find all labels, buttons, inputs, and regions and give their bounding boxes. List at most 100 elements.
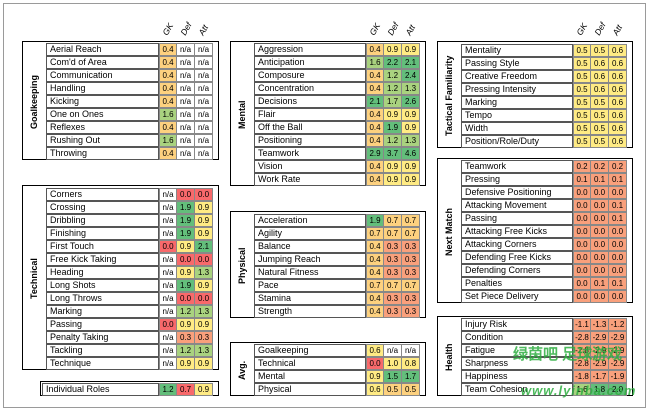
- stat-value-def: 0.3: [177, 331, 195, 344]
- stat-row: Penalties 0.0 0.1 0.1: [461, 277, 632, 290]
- stat-value-def: 0.9: [177, 266, 195, 279]
- stat-value-att: 0.1: [609, 277, 627, 290]
- stat-value-gk: n/a: [159, 292, 177, 305]
- stat-label: Anticipation: [254, 56, 366, 69]
- stat-row: Balance 0.4 0.3 0.3: [254, 240, 425, 253]
- stat-label: Penalty Taking: [46, 331, 159, 344]
- stat-row: Aggression 0.4 0.9 0.9: [254, 43, 425, 56]
- stat-value-att: 2.1: [195, 240, 213, 253]
- stat-value-def: 0.6: [591, 57, 609, 70]
- stat-value-gk: 0.5: [573, 57, 591, 70]
- stat-value-def: 0.3: [384, 292, 402, 305]
- stat-row: Goalkeeping 0.6 n/a n/a: [254, 344, 425, 357]
- stat-value-att: n/a: [195, 108, 213, 121]
- stat-value-gk: n/a: [159, 253, 177, 266]
- stat-value-def: 0.5: [591, 109, 609, 122]
- stat-value-gk: 1.2: [159, 383, 177, 396]
- stat-row: Width 0.5 0.5 0.6: [461, 122, 632, 135]
- physical-section-label: Physical: [237, 247, 247, 284]
- stat-label: Finishing: [46, 227, 159, 240]
- stat-value-def: 0.0: [591, 264, 609, 277]
- stat-value-att: 0.3: [402, 266, 420, 279]
- stat-value-att: 2.4: [402, 69, 420, 82]
- stat-row: Kicking 0.4 n/a n/a: [46, 95, 218, 108]
- stat-label: Reflexes: [46, 121, 159, 134]
- stat-value-def: 0.0: [591, 251, 609, 264]
- individual-roles-panel: Individual Roles 1.2 0.7 0.9: [40, 381, 219, 396]
- stat-value-def: 0.9: [177, 318, 195, 331]
- stat-value-att: 0.6: [609, 109, 627, 122]
- stat-value-gk: 0.5: [573, 122, 591, 135]
- stat-value-def: 0.9: [384, 43, 402, 56]
- stat-value-def: 0.0: [177, 188, 195, 201]
- stat-label: Tackling: [46, 344, 159, 357]
- stat-label: Passing Style: [461, 57, 573, 70]
- stat-value-gk: 0.0: [159, 318, 177, 331]
- stat-value-gk: 0.0: [573, 277, 591, 290]
- stat-value-def: 1.2: [177, 305, 195, 318]
- stat-value-def: -2.9: [591, 344, 609, 357]
- stat-row: Pressing Intensity 0.5 0.6 0.6: [461, 83, 632, 96]
- stat-row: Happiness -1.8 -1.7 -1.9: [461, 370, 632, 383]
- stat-value-def: n/a: [177, 56, 195, 69]
- tactical-familiarity-panel: Tactical Familiarity Mentality 0.5 0.5 0.6 Pa…: [437, 41, 633, 148]
- stat-label: Com'd of Area: [46, 56, 159, 69]
- stat-label: Defending Free Kicks: [461, 251, 573, 264]
- stat-value-def: 1.9: [384, 121, 402, 134]
- stat-label: Positioning: [254, 134, 366, 147]
- stat-label: Defensive Positioning: [461, 186, 573, 199]
- stat-label: Pace: [254, 279, 366, 292]
- stat-value-gk: 0.4: [366, 173, 384, 186]
- stat-value-att: n/a: [195, 95, 213, 108]
- stat-value-att: 1.3: [195, 266, 213, 279]
- stat-value-def: 1.2: [177, 344, 195, 357]
- stat-value-att: n/a: [195, 82, 213, 95]
- stat-value-att: 0.6: [609, 44, 627, 57]
- tactical-section-label: Tactical Familiarity: [444, 55, 454, 136]
- stat-label: Aggression: [254, 43, 366, 56]
- stat-row: Penalty Taking n/a 0.3 0.3: [46, 331, 218, 344]
- stat-value-gk: 0.7: [366, 227, 384, 240]
- stat-label: Defending Corners: [461, 264, 573, 277]
- stat-label: Injury Risk: [461, 318, 573, 331]
- stat-value-att: 0.0: [609, 225, 627, 238]
- stat-value-gk: 0.4: [366, 240, 384, 253]
- stat-value-def: 0.5: [591, 122, 609, 135]
- stat-value-gk: 0.1: [573, 173, 591, 186]
- stat-label: First Touch: [46, 240, 159, 253]
- stat-value-att: 1.3: [402, 82, 420, 95]
- stat-row: Anticipation 1.6 2.2 2.1: [254, 56, 425, 69]
- stat-value-def: n/a: [177, 95, 195, 108]
- stat-value-att: 0.9: [402, 173, 420, 186]
- stat-value-gk: 0.0: [573, 212, 591, 225]
- stat-value-def: 0.9: [384, 173, 402, 186]
- stat-row: Stamina 0.4 0.3 0.3: [254, 292, 425, 305]
- stat-row: Natural Fitness 0.4 0.3 0.3: [254, 266, 425, 279]
- stat-row: Vision 0.4 0.9 0.9: [254, 160, 425, 173]
- stat-value-def: 0.5: [384, 383, 402, 396]
- stat-value-gk: n/a: [159, 266, 177, 279]
- stat-label: Dribbling: [46, 214, 159, 227]
- stat-value-gk: 0.0: [159, 240, 177, 253]
- stat-value-gk: 0.0: [573, 290, 591, 303]
- stat-row: Creative Freedom 0.5 0.6 0.6: [461, 70, 632, 83]
- stat-value-att: 0.0: [195, 292, 213, 305]
- stat-value-def: 0.0: [591, 199, 609, 212]
- stat-value-att: 1.3: [402, 134, 420, 147]
- stat-value-att: 0.6: [609, 96, 627, 109]
- stat-row: Mentality 0.5 0.5 0.6: [461, 44, 632, 57]
- stat-label: Long Shots: [46, 279, 159, 292]
- stat-row: Set Piece Delivery 0.0 0.0 0.0: [461, 290, 632, 303]
- stat-value-def: n/a: [177, 108, 195, 121]
- stat-row: Corners n/a 0.0 0.0: [46, 188, 218, 201]
- health-panel: Health Injury Risk -1.1 -1.3 -1.2 Condition -2…: [437, 316, 633, 396]
- stat-label: Marking: [461, 96, 573, 109]
- stat-value-gk: 0.4: [366, 69, 384, 82]
- stat-row: Communication 0.4 n/a n/a: [46, 69, 218, 82]
- stat-label: Off the Ball: [254, 121, 366, 134]
- stat-value-att: 2.0: [609, 383, 627, 396]
- stat-value-att: 0.0: [609, 251, 627, 264]
- stat-value-gk: 0.4: [366, 108, 384, 121]
- physical-panel: Physical Acceleration 1.9 0.7 0.7 Agility 0.7 0…: [230, 211, 426, 318]
- stat-row: Com'd of Area 0.4 n/a n/a: [46, 56, 218, 69]
